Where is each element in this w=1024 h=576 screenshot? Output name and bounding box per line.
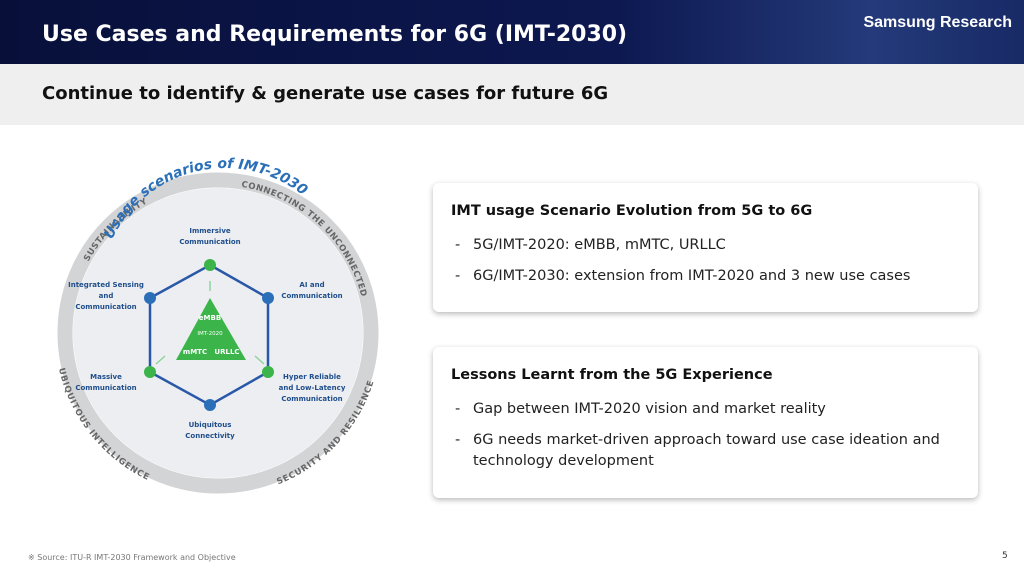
node-label: AI and	[299, 281, 324, 289]
node-label: Massive	[90, 373, 122, 381]
source-note: ※ Source: ITU-R IMT-2030 Framework and O…	[28, 553, 236, 562]
bullet-text: Gap between IMT-2020 vision and market r…	[473, 401, 826, 417]
bullet-text: 6G needs market-driven approach toward u…	[473, 432, 940, 448]
box-title: Lessons Learnt from the 5G Experience	[451, 367, 773, 383]
node-dot	[204, 259, 216, 271]
triangle	[176, 298, 246, 360]
node-label: Integrated Sensing	[68, 281, 144, 289]
node-label: Communication	[179, 238, 240, 246]
arrow	[155, 355, 166, 365]
info-box: IMT usage Scenario Evolution from 5G to …	[433, 183, 978, 312]
bullet-list: Gap between IMT-2020 vision and market r…	[455, 399, 940, 482]
node-label: and Low-Latency	[279, 384, 346, 392]
nodes: Immersive Communication AI and Communicatio…	[68, 227, 346, 440]
bullet: 6G needs market-driven approach toward u…	[455, 430, 940, 472]
arrows	[155, 281, 265, 365]
node-dot	[144, 292, 156, 304]
bullet: Gap between IMT-2020 vision and market r…	[455, 399, 940, 420]
bullet-text: 6G/IMT-2030: extension from IMT-2020 and…	[473, 268, 911, 284]
bullet-text: 5G/IMT-2020: eMBB, mMTC, URLLC	[473, 237, 726, 253]
header-title: Use Cases and Requirements for 6G (IMT-2…	[42, 22, 628, 47]
node-label: Ubiquitous	[189, 421, 232, 429]
node-label: Immersive	[189, 227, 231, 235]
node-label: Hyper Reliable	[283, 373, 341, 381]
node-dot	[262, 366, 274, 378]
bullet-text: technology development	[473, 453, 654, 469]
box-title: IMT usage Scenario Evolution from 5G to …	[451, 203, 813, 219]
brand: Samsung Research	[863, 14, 1012, 31]
node-label: Connectivity	[185, 432, 235, 440]
node-label: Communication	[75, 384, 136, 392]
header: Use Cases and Requirements for 6G (IMT-2…	[0, 0, 1024, 64]
subtitle-band: Continue to identify & generate use case…	[0, 64, 1024, 125]
node-dot	[144, 366, 156, 378]
bullet: 6G/IMT-2030: extension from IMT-2020 and…	[455, 266, 910, 287]
subtitle: Continue to identify & generate use case…	[42, 83, 609, 104]
node-label: Communication	[281, 395, 342, 403]
bullet-list: 5G/IMT-2020: eMBB, mMTC, URLLC 6G/IMT-203…	[455, 235, 910, 297]
center-label: IMT-2020	[197, 331, 223, 337]
diagram: SUSTAINABILITY CONNECTING THE UNCONNECTE…	[56, 156, 379, 494]
node-dot	[204, 399, 216, 411]
center-label: URLLC	[214, 348, 239, 356]
node-label: Communication	[281, 292, 342, 300]
info-box: Lessons Learnt from the 5G Experience Ga…	[433, 347, 978, 498]
node-label: and	[99, 292, 114, 300]
bullet: 5G/IMT-2020: eMBB, mMTC, URLLC	[455, 235, 910, 256]
center-label: eMBB	[199, 314, 221, 322]
page-number: 5	[1002, 551, 1008, 561]
node-label: Communication	[75, 303, 136, 311]
ring	[57, 172, 379, 494]
arrow	[254, 355, 265, 365]
node-dot	[262, 292, 274, 304]
center-label: mMTC	[183, 348, 207, 356]
